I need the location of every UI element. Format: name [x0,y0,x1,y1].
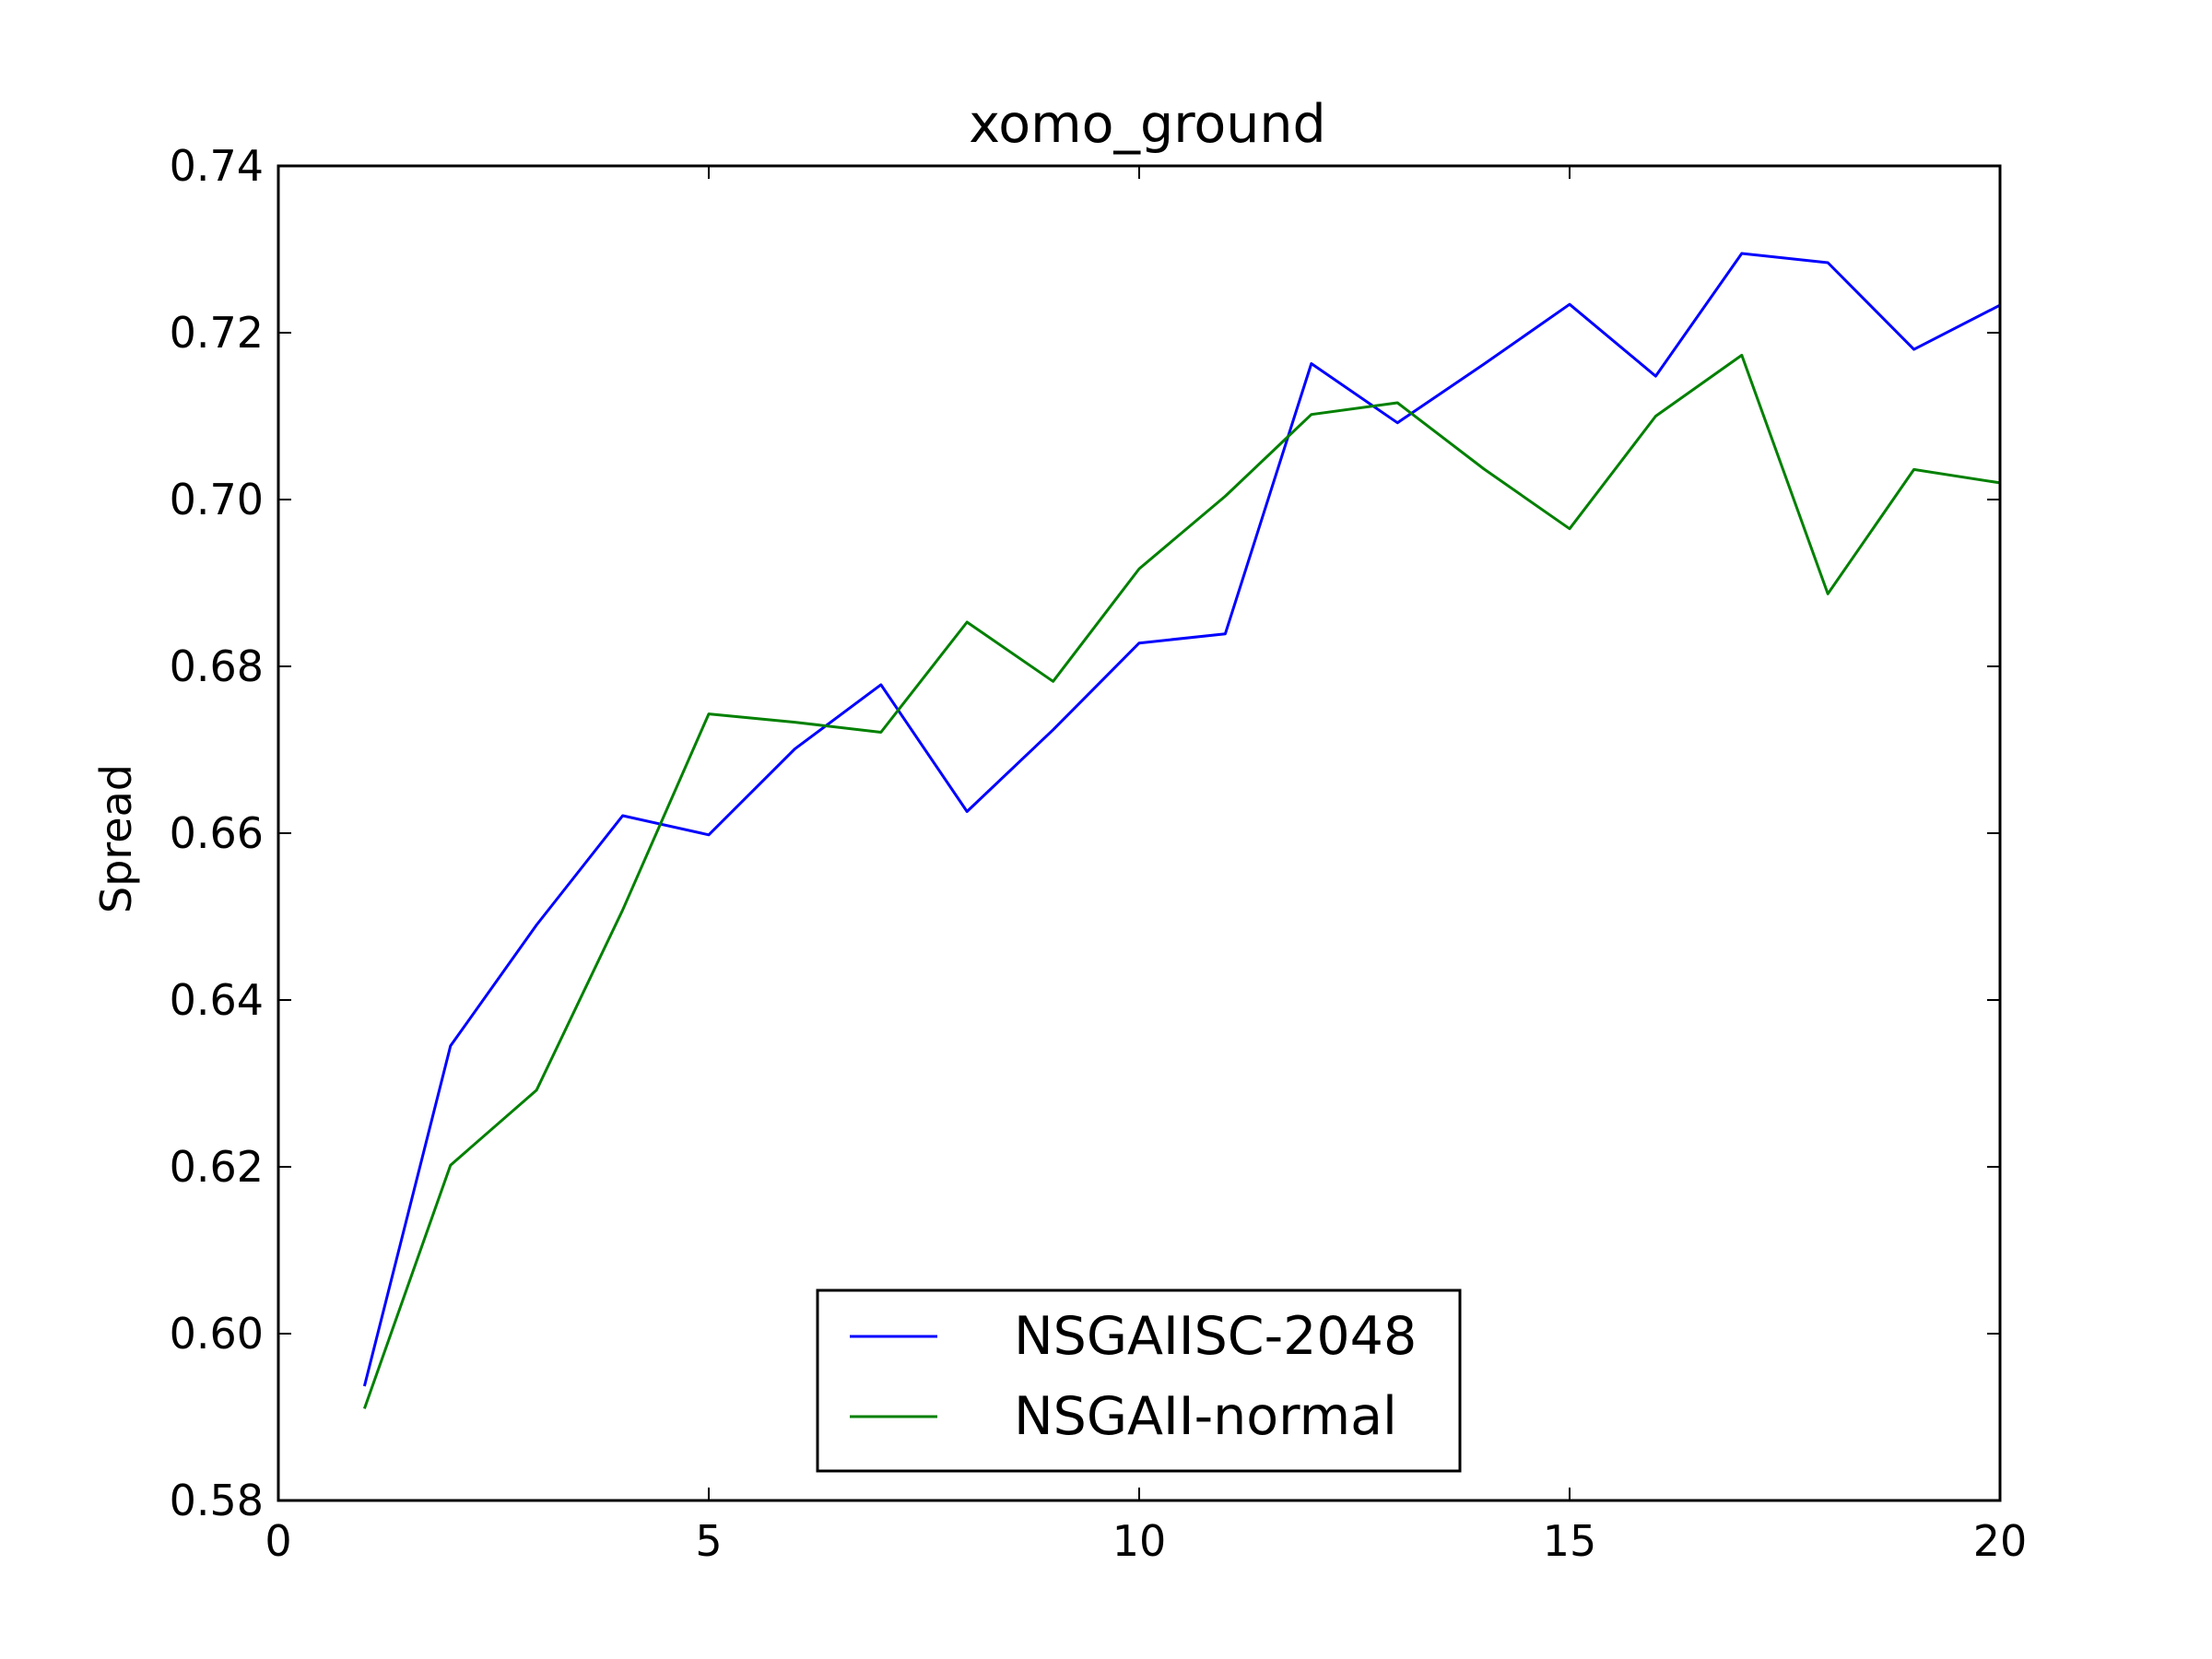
legend: NSGAIISC-2048 NSGAII-normal [816,1288,1462,1473]
x-tick-label: 15 [1543,1516,1597,1566]
y-tick-label: 0.72 [170,308,264,358]
y-tick-label: 0.66 [170,808,264,858]
series-layer [362,252,2001,1409]
x-tick-label: 10 [1112,1516,1167,1566]
x-tick-label: 5 [695,1516,722,1566]
y-tick-label: 0.62 [170,1142,264,1192]
legend-label-nsgaii-normal: NSGAII-normal [1014,1386,1397,1447]
chart-title: xomo_ground [969,94,1325,155]
y-tick-label: 0.58 [170,1476,264,1525]
y-tick-label: 0.64 [170,975,264,1025]
y-tick-label: 0.60 [170,1309,264,1359]
ticks-layer: 0 5 10 15 20 0.58 0.60 0.62 0.64 0.66 0.68 0.70 0.72… [170,141,2028,1566]
y-tick-label: 0.70 [170,475,264,524]
x-tick-label: 0 [265,1516,291,1566]
y-tick-label: 0.68 [170,641,264,691]
y-axis-label: Spread [91,764,141,913]
series-line-nsgaiisc-2048 [362,252,2001,1387]
series-line-nsgaii-normal [362,353,2001,1409]
plot-frame [276,164,2002,1502]
x-tick-label: 20 [1973,1516,2028,1566]
legend-label-nsgaiisc-2048: NSGAIISC-2048 [1014,1306,1417,1367]
y-tick-label: 0.74 [170,141,264,191]
legend-box [816,1288,1462,1473]
